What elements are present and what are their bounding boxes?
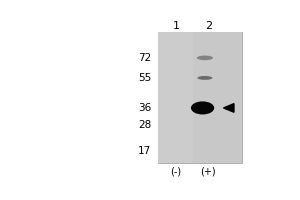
Text: 28: 28 <box>138 120 152 130</box>
Text: (+): (+) <box>201 167 216 177</box>
Bar <box>193 32 242 163</box>
Bar <box>158 32 193 163</box>
Text: 17: 17 <box>138 146 152 156</box>
Text: (-): (-) <box>170 167 182 177</box>
Ellipse shape <box>197 76 212 80</box>
Ellipse shape <box>197 56 213 60</box>
Ellipse shape <box>191 101 214 114</box>
Polygon shape <box>224 104 234 112</box>
Text: 72: 72 <box>138 53 152 63</box>
Text: 55: 55 <box>138 73 152 83</box>
Bar <box>158 32 242 163</box>
Text: 36: 36 <box>138 103 152 113</box>
Text: 2: 2 <box>205 21 212 31</box>
Text: 1: 1 <box>172 21 179 31</box>
